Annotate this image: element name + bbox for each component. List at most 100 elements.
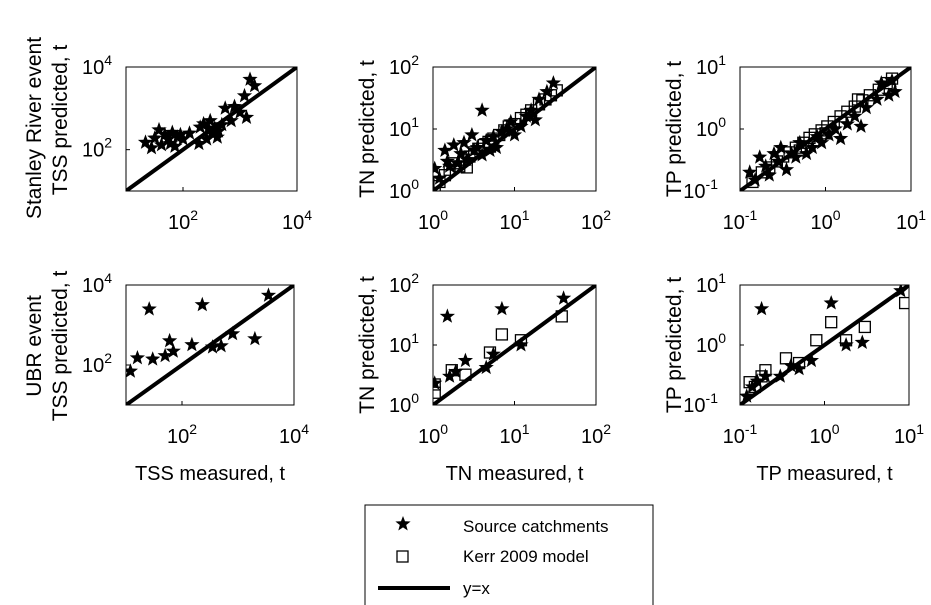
star-point bbox=[137, 134, 154, 149]
star-point bbox=[778, 161, 795, 177]
y-tick-label: 104 bbox=[82, 52, 112, 79]
star-point bbox=[207, 120, 223, 135]
square-point bbox=[498, 124, 511, 137]
square-point bbox=[477, 138, 490, 152]
square-point bbox=[555, 310, 568, 323]
y-axis-label-tn-predicted-t: TN predicted, t bbox=[356, 60, 379, 198]
star-point bbox=[772, 368, 788, 383]
star-point bbox=[202, 112, 218, 128]
star-point bbox=[893, 285, 909, 298]
square-point bbox=[483, 140, 497, 153]
star-point bbox=[164, 124, 180, 139]
legend-label-y-equals-x: y=x bbox=[463, 579, 490, 598]
star-point bbox=[773, 139, 789, 155]
star-point bbox=[191, 135, 207, 151]
star-point bbox=[740, 388, 755, 403]
star-point bbox=[223, 112, 239, 128]
star-point bbox=[446, 137, 462, 152]
star-point bbox=[847, 108, 863, 123]
y-axis-label-tp-predicted-t: TP predicted, t bbox=[663, 61, 686, 197]
panel-3: 10-1 100 101 10-1 100 101 TP predicted, t bbox=[663, 52, 926, 234]
star-point bbox=[821, 127, 837, 142]
star-point bbox=[210, 123, 227, 138]
star-point bbox=[181, 125, 198, 140]
star-point bbox=[236, 87, 253, 103]
square-point bbox=[445, 364, 458, 377]
star-point bbox=[143, 140, 160, 155]
star-point bbox=[141, 301, 157, 316]
square-point bbox=[851, 93, 865, 106]
y-tick-label: 102 bbox=[82, 350, 112, 377]
star-point bbox=[858, 99, 874, 115]
star-point bbox=[213, 337, 229, 353]
star-point bbox=[242, 71, 258, 86]
star-point bbox=[151, 121, 167, 137]
star-point bbox=[439, 153, 455, 168]
star-point bbox=[752, 149, 768, 164]
star-point bbox=[162, 332, 178, 348]
star-point bbox=[147, 130, 163, 145]
plot-marks bbox=[740, 67, 911, 191]
star-point bbox=[247, 330, 263, 346]
star-point bbox=[175, 131, 191, 146]
y-tick-label: 100 bbox=[389, 390, 419, 417]
star-point bbox=[854, 334, 870, 349]
plot-marks bbox=[126, 285, 294, 405]
star-point bbox=[804, 139, 820, 155]
star-point bbox=[439, 308, 455, 323]
star-point bbox=[165, 343, 181, 358]
star-point bbox=[747, 172, 763, 187]
star-point bbox=[126, 363, 138, 378]
star-point bbox=[456, 134, 472, 150]
square-point bbox=[514, 334, 528, 347]
star-point bbox=[226, 98, 243, 114]
square-point bbox=[777, 150, 790, 163]
star-point bbox=[167, 138, 183, 153]
star-point bbox=[157, 126, 173, 142]
star-point bbox=[754, 300, 770, 316]
x-tick-label: 101 bbox=[499, 207, 529, 234]
square-point bbox=[819, 127, 832, 140]
plot-marks bbox=[740, 285, 909, 405]
star-point bbox=[449, 155, 466, 170]
star-point bbox=[869, 91, 885, 106]
y-tick-label: 100 bbox=[389, 176, 419, 203]
y-tick-label: 101 bbox=[389, 330, 419, 357]
square-point bbox=[459, 368, 472, 381]
square-point bbox=[759, 364, 772, 377]
star-point bbox=[260, 287, 277, 302]
square-point bbox=[839, 334, 853, 347]
square-point bbox=[495, 328, 509, 341]
star-point bbox=[814, 134, 830, 150]
star-point bbox=[153, 137, 170, 152]
row-label-bottom-line1: UBR event bbox=[23, 295, 46, 397]
star-point bbox=[474, 102, 490, 117]
star-point bbox=[513, 337, 529, 352]
star-point bbox=[194, 296, 210, 312]
star-point bbox=[204, 339, 221, 354]
star-point bbox=[209, 129, 225, 144]
panel-1: 102 104 102 104 bbox=[82, 52, 312, 234]
identity-line bbox=[433, 285, 596, 405]
legend-star-marker bbox=[395, 516, 411, 531]
panel-5: 100 101 102 100 101 102 TN measured, t TN predi… bbox=[356, 270, 611, 485]
star-point bbox=[838, 337, 854, 352]
star-point bbox=[199, 131, 215, 146]
square-point bbox=[482, 135, 495, 149]
star-point bbox=[527, 111, 543, 127]
star-point bbox=[214, 116, 230, 132]
star-point bbox=[744, 378, 760, 394]
star-point bbox=[545, 75, 561, 90]
star-point bbox=[513, 118, 529, 133]
plot-marks bbox=[126, 67, 297, 191]
y-tick-label: 102 bbox=[82, 135, 112, 162]
star-point bbox=[172, 126, 188, 142]
square-point bbox=[520, 108, 533, 121]
star-point bbox=[881, 87, 897, 102]
row-label-bottom-line2: TSS predicted, t bbox=[49, 271, 72, 422]
scatter-panels: 102 104 102 104 100 101 102 100 101 102 TN predict… bbox=[82, 52, 926, 485]
star-point bbox=[494, 123, 510, 139]
y-tick-label: 101 bbox=[389, 114, 419, 141]
